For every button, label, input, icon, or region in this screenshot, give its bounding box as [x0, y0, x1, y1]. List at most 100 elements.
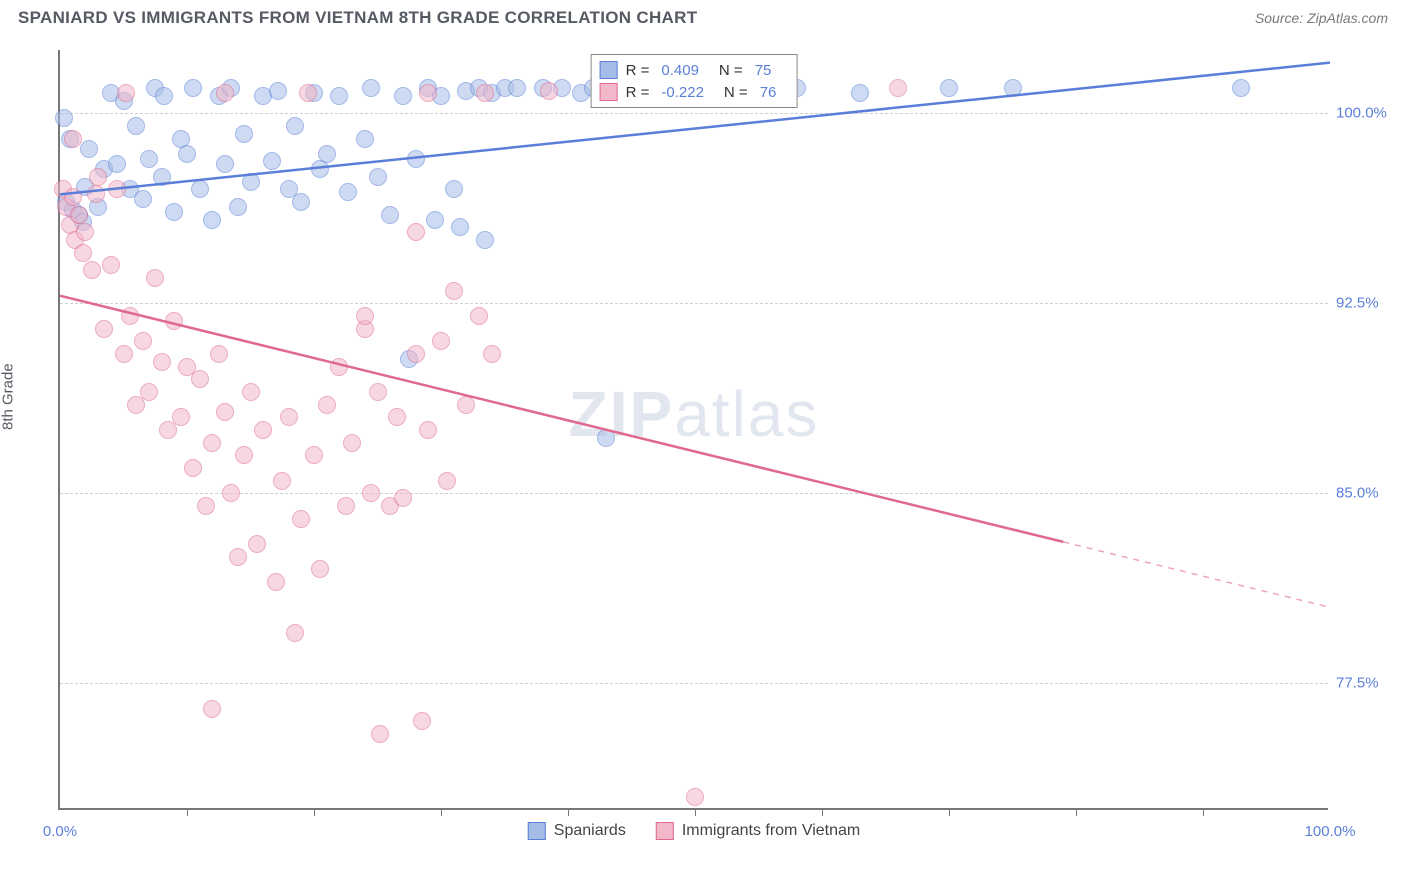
scatter-point	[108, 180, 126, 198]
y-tick-label: 100.0%	[1336, 105, 1406, 122]
x-tick-label: 100.0%	[1305, 823, 1356, 840]
scatter-point	[216, 155, 234, 173]
scatter-point	[280, 408, 298, 426]
scatter-point	[318, 396, 336, 414]
scatter-point	[263, 152, 281, 170]
scatter-point	[356, 307, 374, 325]
scatter-point	[248, 535, 266, 553]
scatter-point	[940, 79, 958, 97]
scatter-point	[337, 497, 355, 515]
scatter-point	[242, 173, 260, 191]
scatter-point	[286, 117, 304, 135]
x-tick	[441, 808, 442, 816]
x-tick	[695, 808, 696, 816]
scatter-point	[508, 79, 526, 97]
scatter-point	[184, 459, 202, 477]
scatter-point	[242, 383, 260, 401]
swatch-vietnam	[600, 83, 618, 101]
scatter-point	[55, 109, 73, 127]
chart-title: SPANIARD VS IMMIGRANTS FROM VIETNAM 8TH …	[18, 8, 697, 28]
scatter-point	[540, 82, 558, 100]
scatter-point	[140, 150, 158, 168]
scatter-point	[117, 84, 135, 102]
y-tick-label: 92.5%	[1336, 295, 1406, 312]
scatter-point	[388, 408, 406, 426]
scatter-point	[165, 312, 183, 330]
scatter-point	[172, 408, 190, 426]
scatter-point	[597, 429, 615, 447]
scatter-point	[457, 396, 475, 414]
scatter-point	[476, 84, 494, 102]
scatter-point	[292, 510, 310, 528]
scatter-point	[235, 125, 253, 143]
x-tick	[568, 808, 569, 816]
x-tick	[1203, 808, 1204, 816]
scatter-point	[203, 700, 221, 718]
scatter-point	[115, 345, 133, 363]
chart-container: 8th Grade ZIPatlas R =0.409 N =75 R =-0.…	[18, 50, 1388, 840]
scatter-point	[203, 434, 221, 452]
scatter-point	[146, 269, 164, 287]
scatter-point	[184, 79, 202, 97]
x-tick-label: 0.0%	[43, 823, 77, 840]
scatter-point	[286, 624, 304, 642]
swatch-spaniards	[600, 61, 618, 79]
scatter-point	[451, 218, 469, 236]
scatter-point	[235, 446, 253, 464]
scatter-point	[426, 211, 444, 229]
plot-area: ZIPatlas R =0.409 N =75 R =-0.222 N =76 …	[58, 50, 1328, 810]
scatter-point	[134, 332, 152, 350]
scatter-point	[483, 345, 501, 363]
scatter-point	[95, 320, 113, 338]
swatch-spaniards-bottom	[528, 822, 546, 840]
scatter-point	[216, 403, 234, 421]
scatter-point	[197, 497, 215, 515]
scatter-point	[686, 788, 704, 806]
scatter-point	[83, 261, 101, 279]
scatter-point	[851, 84, 869, 102]
x-tick	[822, 808, 823, 816]
scatter-point	[229, 548, 247, 566]
scatter-point	[318, 145, 336, 163]
x-tick	[949, 808, 950, 816]
scatter-point	[140, 383, 158, 401]
scatter-point	[89, 168, 107, 186]
scatter-point	[369, 383, 387, 401]
scatter-point	[76, 223, 94, 241]
scatter-point	[203, 211, 221, 229]
scatter-point	[273, 472, 291, 490]
scatter-point	[134, 190, 152, 208]
scatter-point	[394, 489, 412, 507]
scatter-point	[165, 203, 183, 221]
scatter-point	[74, 244, 92, 262]
scatter-point	[476, 231, 494, 249]
scatter-point	[889, 79, 907, 97]
scatter-point	[178, 145, 196, 163]
scatter-point	[413, 712, 431, 730]
scatter-point	[155, 87, 173, 105]
scatter-point	[362, 79, 380, 97]
scatter-point	[438, 472, 456, 490]
scatter-point	[127, 117, 145, 135]
scatter-point	[356, 130, 374, 148]
scatter-point	[254, 421, 272, 439]
x-tick	[1076, 808, 1077, 816]
legend-row-vietnam: R =-0.222 N =76	[600, 81, 789, 103]
stats-legend: R =0.409 N =75 R =-0.222 N =76	[591, 54, 798, 108]
scatter-point	[70, 206, 88, 224]
scatter-point	[1004, 79, 1022, 97]
y-tick-label: 85.0%	[1336, 485, 1406, 502]
scatter-point	[1232, 79, 1250, 97]
x-tick	[187, 808, 188, 816]
scatter-point	[153, 168, 171, 186]
source-text: Source: ZipAtlas.com	[1255, 10, 1388, 26]
scatter-point	[80, 140, 98, 158]
scatter-point	[292, 193, 310, 211]
scatter-point	[381, 206, 399, 224]
scatter-point	[407, 150, 425, 168]
scatter-point	[311, 560, 329, 578]
scatter-point	[419, 421, 437, 439]
scatter-point	[229, 198, 247, 216]
scatter-point	[299, 84, 317, 102]
scatter-point	[407, 345, 425, 363]
